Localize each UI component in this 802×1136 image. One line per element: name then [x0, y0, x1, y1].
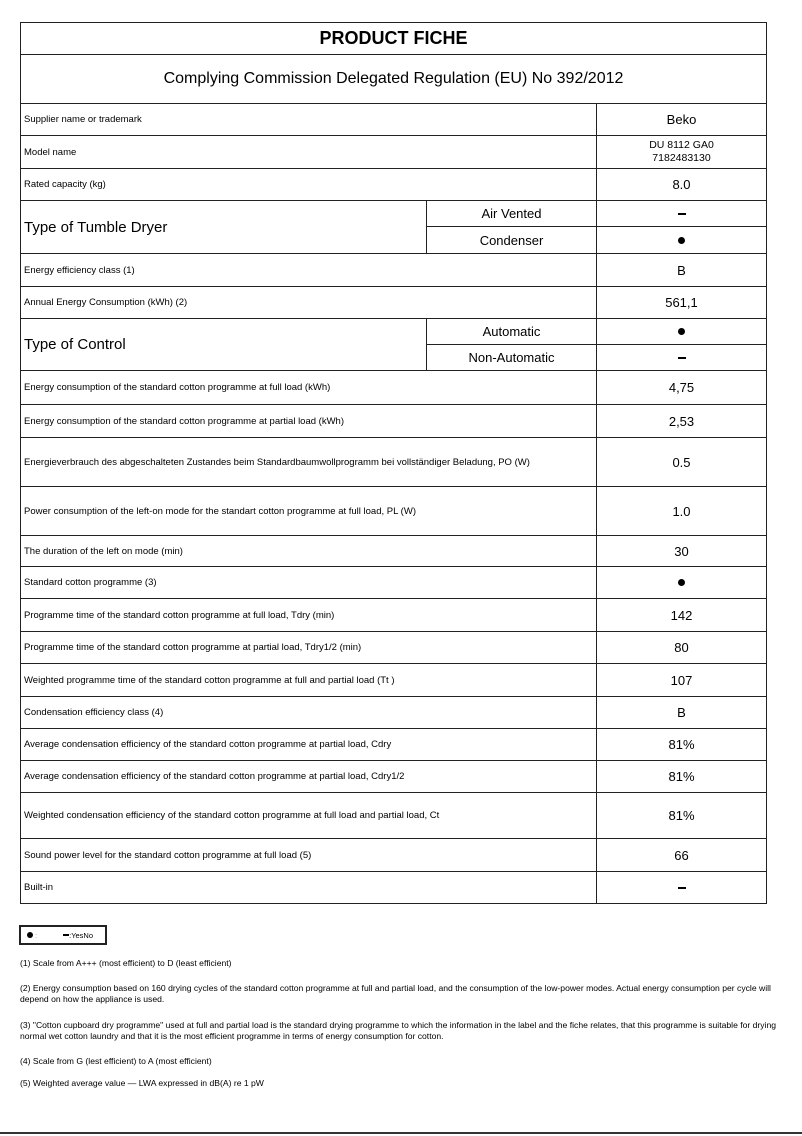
- row-label-cdry: Average condensation efficiency of the s…: [20, 728, 597, 761]
- row-value-capacity: 8.0: [596, 168, 767, 201]
- row-label-control: Type of Control: [20, 318, 427, 371]
- row-value-ct: 81%: [596, 792, 767, 839]
- row-value-cdry_half: 81%: [596, 760, 767, 793]
- value-text: 66: [674, 847, 689, 863]
- row-label-tdry: Programme time of the standard cotton pr…: [20, 598, 597, 632]
- page-bottom-line: [0, 1132, 802, 1134]
- legend-no-sep: :: [69, 930, 72, 940]
- row-label-full_load: Energy consumption of the standard cotto…: [20, 370, 597, 405]
- row-value-sound: 66: [596, 838, 767, 872]
- footnote-1: (1) Scale from A+++ (most efficient) to …: [20, 958, 232, 968]
- row-value-model: DU 8112 GA0 7182483130: [596, 135, 767, 169]
- yes-dot-icon: [27, 932, 33, 938]
- value-text: 30: [674, 543, 689, 559]
- footnote-2: (2) Energy consumption based on 160 dryi…: [20, 983, 771, 1004]
- legend-yes-sep: :: [35, 930, 38, 940]
- row-label-partial_load: Energy consumption of the standard cotto…: [20, 404, 597, 438]
- option-label: Automatic: [426, 318, 597, 345]
- footnote-4: (4) Scale from G (lest efficient) to A (…: [20, 1056, 212, 1066]
- option-value: [596, 318, 767, 345]
- row-label-tdry_half: Programme time of the standard cotton pr…: [20, 631, 597, 664]
- value-text: 81%: [668, 737, 695, 752]
- no-dash-icon: [677, 886, 686, 889]
- row-value-left_on_duration: 30: [596, 535, 767, 567]
- row-value-built_in: [596, 871, 767, 904]
- row-value-tdry: 142: [596, 598, 767, 632]
- value-text: 107: [670, 672, 693, 688]
- option-value: [596, 226, 767, 254]
- no-dash-icon: [63, 934, 70, 936]
- option-label: Air Vented: [426, 200, 597, 227]
- row-label-sound: Sound power level for the standard cotto…: [20, 838, 597, 872]
- value-text: 81%: [668, 769, 695, 784]
- row-label-tt: Weighted programme time of the standard …: [20, 663, 597, 697]
- row-label-energy_class: Energy efficiency class (1): [20, 253, 597, 287]
- footnote-3: (3) "Cotton cupboard dry programme" used…: [20, 1020, 777, 1041]
- row-value-cdry: 81%: [596, 728, 767, 761]
- row-value-supplier: Beko: [596, 103, 767, 136]
- footnote-5: (5) Weighted average value — LWA express…: [20, 1078, 264, 1088]
- value-text: B: [677, 705, 686, 720]
- value-text: 4,75: [668, 380, 695, 395]
- option-label: Condenser: [426, 226, 597, 254]
- row-label-left_on_duration: The duration of the left on mode (min): [20, 535, 597, 567]
- row-label-supplier: Supplier name or trademark: [20, 103, 597, 136]
- page-title: PRODUCT FICHE: [20, 22, 767, 55]
- value-text: 8.0: [672, 177, 691, 192]
- row-label-ct: Weighted condensation efficiency of the …: [20, 792, 597, 839]
- option-label: Non-Automatic: [426, 344, 597, 371]
- value-text: 0.5: [672, 454, 691, 470]
- model-name: DU 8112 GA0: [649, 139, 714, 151]
- no-dash-icon: [677, 212, 686, 215]
- legend-box: : : YesNo: [19, 925, 107, 945]
- row-value-partial_load: 2,53: [596, 404, 767, 438]
- row-value-tdry_half: 80: [596, 631, 767, 664]
- legend-text: YesNo: [71, 930, 94, 940]
- row-label-capacity: Rated capacity (kg): [20, 168, 597, 201]
- option-value: [596, 200, 767, 227]
- row-value-std_programme: [596, 566, 767, 599]
- row-value-energy_class: B: [596, 253, 767, 287]
- regulation-subtitle: Complying Commission Delegated Regulatio…: [20, 54, 767, 104]
- model-code: 7182483130: [652, 152, 711, 164]
- value-text: B: [677, 262, 686, 278]
- value-text: 2,53: [668, 413, 695, 429]
- yes-dot-icon: [678, 328, 685, 335]
- option-value: [596, 344, 767, 371]
- row-label-model: Model name: [20, 135, 597, 169]
- row-label-left_on: Power consumption of the left-on mode fo…: [20, 486, 597, 536]
- row-value-full_load: 4,75: [596, 370, 767, 405]
- row-value-tt: 107: [596, 663, 767, 697]
- row-label-cond_class: Condensation efficiency class (4): [20, 696, 597, 729]
- row-value-off_mode: 0.5: [596, 437, 767, 487]
- row-label-std_programme: Standard cotton programme (3): [20, 566, 597, 599]
- value-text: Beko: [666, 112, 697, 127]
- row-label-dryer_type: Type of Tumble Dryer: [20, 200, 427, 254]
- row-label-cdry_half: Average condensation efficiency of the s…: [20, 760, 597, 793]
- value-text: 1.0: [672, 503, 691, 519]
- row-value-annual: 561,1: [596, 286, 767, 319]
- row-label-off_mode: Energieverbrauch des abgeschalteten Zust…: [20, 437, 597, 487]
- row-label-built_in: Built-in: [20, 871, 597, 904]
- yes-dot-icon: [678, 236, 685, 244]
- no-dash-icon: [677, 356, 686, 359]
- value-text: 80: [674, 640, 689, 655]
- row-label-annual: Annual Energy Consumption (kWh) (2): [20, 286, 597, 319]
- value-text: 561,1: [665, 295, 698, 310]
- row-value-cond_class: B: [596, 696, 767, 729]
- yes-dot-icon: [678, 579, 685, 586]
- value-text: 81%: [668, 808, 695, 823]
- value-text: 142: [670, 607, 693, 623]
- row-value-left_on: 1.0: [596, 486, 767, 536]
